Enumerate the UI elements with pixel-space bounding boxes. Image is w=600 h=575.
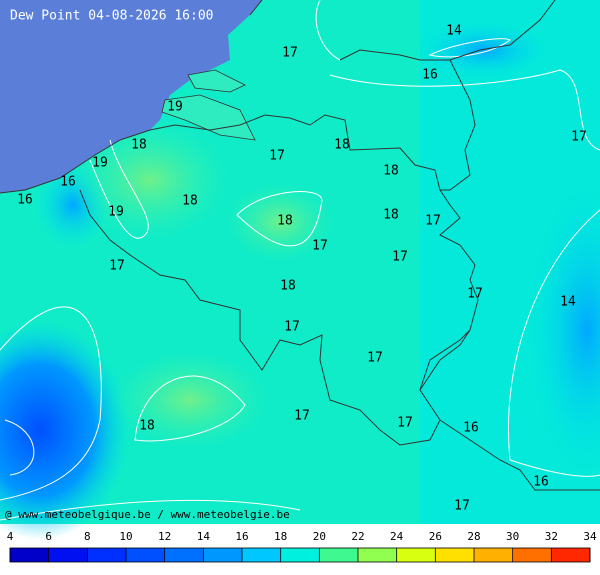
colorbar-segment: [242, 548, 281, 562]
contour-label: 17: [571, 130, 587, 145]
colorbar-tick-label: 8: [84, 530, 91, 543]
contour-label: 17: [367, 351, 383, 366]
contour-label: 16: [463, 421, 479, 436]
colorbar-segment: [10, 548, 49, 562]
contour-label: 17: [454, 499, 470, 514]
contour-label: 18: [139, 419, 155, 434]
colorbar-tick-label: 20: [313, 530, 326, 543]
credit: @ www.meteobelgique.be / www.meteobelgie…: [5, 508, 290, 521]
contour-label: 17: [312, 239, 328, 254]
colorbar-tick-label: 10: [119, 530, 132, 543]
contour-label: 17: [425, 214, 441, 229]
colorbar-tick-label: 22: [351, 530, 364, 543]
colorbar-tick-label: 26: [429, 530, 442, 543]
colorbar: 4 6 8 10 12 14 16 18 20 22 24 26 28 30 32 34: [7, 530, 597, 563]
contour-label: 17: [294, 409, 310, 424]
colorbar-tick-label: 34: [583, 530, 597, 543]
contour-label: 16: [533, 475, 549, 490]
colorbar-segment: [551, 548, 590, 562]
colorbar-tick-label: 32: [545, 530, 558, 543]
colorbar-segment: [319, 548, 358, 562]
contour-label: 14: [560, 295, 576, 310]
contour-label: 17: [284, 320, 300, 335]
colorbar-segment: [512, 548, 552, 562]
map-title: Dew Point 04-08-2026 16:00: [10, 9, 214, 24]
contour-label: 16: [60, 175, 76, 190]
colorbar-segment: [396, 548, 436, 562]
colorbar-segment: [358, 548, 397, 562]
colorbar-tick-label: 4: [7, 530, 14, 543]
colorbar-tick-label: 6: [45, 530, 52, 543]
map-field: [0, 0, 600, 540]
contour-label: 18: [334, 138, 350, 153]
colorbar-segment: [48, 548, 88, 562]
colorbar-tick-label: 30: [506, 530, 519, 543]
contour-label: 17: [467, 287, 483, 302]
contour-label: 17: [282, 46, 298, 61]
contour-label: 18: [277, 214, 293, 229]
colorbar-segment: [164, 548, 204, 562]
colorbar-segment: [280, 548, 320, 562]
contour-label: 18: [383, 164, 399, 179]
colorbar-tick-label: 16: [235, 530, 248, 543]
colorbar-tick-label: 14: [197, 530, 211, 543]
contour-label: 19: [108, 205, 124, 220]
contour-label: 16: [422, 68, 438, 83]
contour-labels: 17 14 16 17 19 18 17 18 19 18 16 16 18 19 18 18 17 17 17 17…: [17, 24, 587, 514]
contour-label: 17: [392, 250, 408, 265]
contour-label: 18: [383, 208, 399, 223]
contour-label: 17: [109, 259, 125, 274]
colorbar-tick-label: 18: [274, 530, 287, 543]
contour-label: 18: [131, 138, 147, 153]
colorbar-segment: [474, 548, 513, 562]
contour-label: 19: [92, 156, 108, 171]
colorbar-segment: [203, 548, 242, 562]
colorbar-segment: [126, 548, 165, 562]
colorbar-segment: [87, 548, 126, 562]
colorbar-tick-label: 24: [390, 530, 404, 543]
contour-label: 17: [397, 416, 413, 431]
contour-label: 18: [280, 279, 296, 294]
contour-label: 17: [269, 149, 285, 164]
contour-label: 14: [446, 24, 462, 39]
colorbar-tick-label: 12: [158, 530, 171, 543]
contour-label: 19: [167, 100, 183, 115]
contour-label: 16: [17, 193, 33, 208]
colorbar-segment: [435, 548, 474, 562]
contour-label: 18: [182, 194, 198, 209]
colorbar-tick-label: 28: [467, 530, 480, 543]
